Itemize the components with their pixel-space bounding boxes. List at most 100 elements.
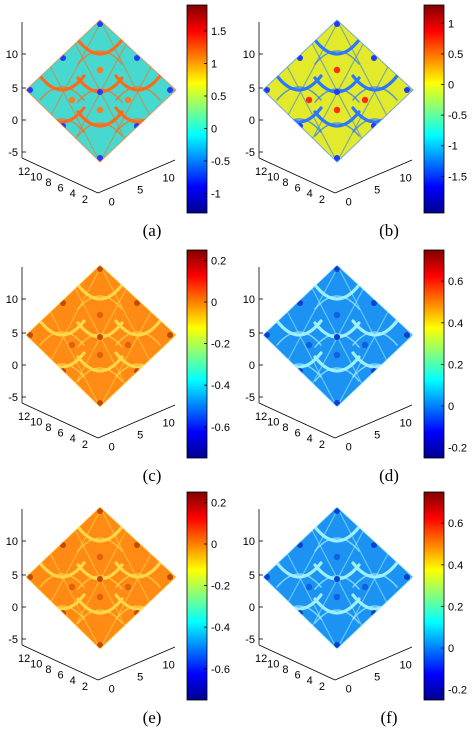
left-axis-tick-label: 8 (45, 422, 51, 434)
surface-peak (334, 21, 340, 27)
surface-peak (334, 400, 340, 406)
left-axis-tick-label: 12 (255, 411, 267, 423)
right-axis-tick-label: 0 (109, 442, 115, 454)
surface-peak (404, 87, 410, 93)
surface-dot (305, 341, 313, 349)
surface-plot (26, 20, 176, 162)
colorbar-tick-label: -1 (448, 141, 458, 153)
surface-peak (334, 642, 340, 648)
colorbar-tick-label: -0.4 (211, 380, 230, 392)
surface-peak (371, 300, 377, 306)
colorbar-tick-label: 0.2 (448, 601, 463, 613)
z-tick-label: 0 (249, 115, 255, 127)
left-axis-tick-label: 12 (18, 653, 30, 665)
colorbar-gradient (423, 249, 445, 459)
right-axis-tick-label: 0 (109, 684, 115, 696)
surface-plot (26, 265, 176, 407)
surface-peak (264, 574, 270, 580)
surface-dot (68, 96, 76, 104)
axes (21, 22, 176, 194)
surface-peak (334, 334, 340, 340)
right-axis-tick-label: 5 (137, 429, 143, 441)
colorbar-tick-label: 0 (448, 80, 454, 92)
surface-peak (134, 542, 140, 548)
right-axis-tick-label: 5 (137, 671, 143, 683)
colorbar-tick-label: 0.2 (211, 497, 226, 509)
surface-peak (297, 55, 303, 61)
right-axis-tick-label: 0 (346, 684, 352, 696)
colorbar-tick-label: 1 (211, 59, 217, 71)
z-tick-label: -5 (8, 392, 18, 404)
colorbar-gradient (186, 249, 208, 459)
surface-plot (26, 507, 176, 649)
left-axis-tick-label: 10 (267, 658, 279, 670)
colorbar-tick-label: -1.5 (448, 171, 467, 183)
surface-peak (60, 300, 66, 306)
left-axis-tick-label: 2 (82, 681, 88, 693)
colorbar: 0.6 0.4 0.2 0 -0.2 (423, 491, 467, 701)
surface-dot (333, 593, 341, 601)
right-axis-tick-label: 0 (346, 197, 352, 209)
surface-peak (97, 508, 103, 514)
left-axis-tick-label: 6 (57, 428, 63, 440)
colorbar-tick-label: -0.2 (211, 581, 230, 593)
left-axis-tick-label: 4 (70, 675, 76, 687)
colorbar-tick-label: 0.6 (448, 276, 463, 288)
surface-dot (124, 341, 132, 349)
surface-peak (97, 642, 103, 648)
left-axis-tick-label: 2 (319, 439, 325, 451)
left-axis-tick-label: 6 (294, 428, 300, 440)
left-axis-tick-label: 8 (45, 664, 51, 676)
colorbar-tick-label: -0.5 (448, 110, 467, 122)
right-axis-tick-label: 5 (374, 429, 380, 441)
surface-peak (371, 123, 377, 129)
colorbar: 0.2 0 -0.2 -0.4 -0.6 (186, 249, 230, 459)
surface-peak (334, 155, 340, 161)
colorbar-tick-label: 0.5 (448, 49, 463, 61)
z-tick-label: -5 (8, 634, 18, 646)
panel-caption: (d) (379, 466, 399, 485)
colorbar-tick-label: -0.5 (211, 156, 230, 168)
surface-dot (124, 583, 132, 591)
right-axis-tick-label: 5 (374, 184, 380, 196)
colorbar-gradient (423, 4, 445, 214)
surface-dot (96, 351, 104, 359)
colorbar-tick-label: 0.2 (211, 255, 226, 267)
z-tick-label: 0 (249, 360, 255, 372)
surface-peak (404, 574, 410, 580)
colorbar: 0.6 0.4 0.2 0 -0.2 (423, 249, 467, 459)
surface-dot (333, 351, 341, 359)
colorbar-tick-label: 0 (211, 539, 217, 551)
colorbar-tick-label: 0.4 (448, 318, 463, 330)
z-tick-label: 10 (6, 294, 18, 306)
z-tick-label: -5 (245, 634, 255, 646)
right-axis-tick-label: 10 (400, 659, 412, 671)
surface-dot (96, 553, 104, 561)
right-axis-tick-label: 10 (163, 659, 175, 671)
left-axis-tick-label: 10 (267, 171, 279, 183)
left-axis-tick-label: 4 (307, 675, 313, 687)
z-tick-label: 5 (249, 570, 255, 582)
z-tick-label: -5 (245, 147, 255, 159)
z-tick-label: 10 (6, 536, 18, 548)
right-axis-tick-label: 0 (346, 442, 352, 454)
surface-dot (333, 66, 341, 74)
colorbar-tick-label: 0.6 (448, 518, 463, 530)
colorbar: 0.2 0 -0.2 -0.4 -0.6 (186, 491, 230, 701)
surface-peak (371, 610, 377, 616)
z-tick-label: -5 (245, 392, 255, 404)
left-axis-tick-label: 4 (307, 433, 313, 445)
colorbar-gradient (186, 491, 208, 701)
surface-dot (96, 66, 104, 74)
z-tick-label: 10 (243, 49, 255, 61)
left-axis-tick-label: 4 (70, 188, 76, 200)
colorbar-tick-label: -0.4 (211, 622, 230, 634)
surface-peak (334, 576, 340, 582)
right-axis-tick-label: 10 (400, 417, 412, 429)
left-axis-tick-label: 4 (70, 433, 76, 445)
z-tick-label: 5 (249, 83, 255, 95)
surface-peak (371, 368, 377, 374)
